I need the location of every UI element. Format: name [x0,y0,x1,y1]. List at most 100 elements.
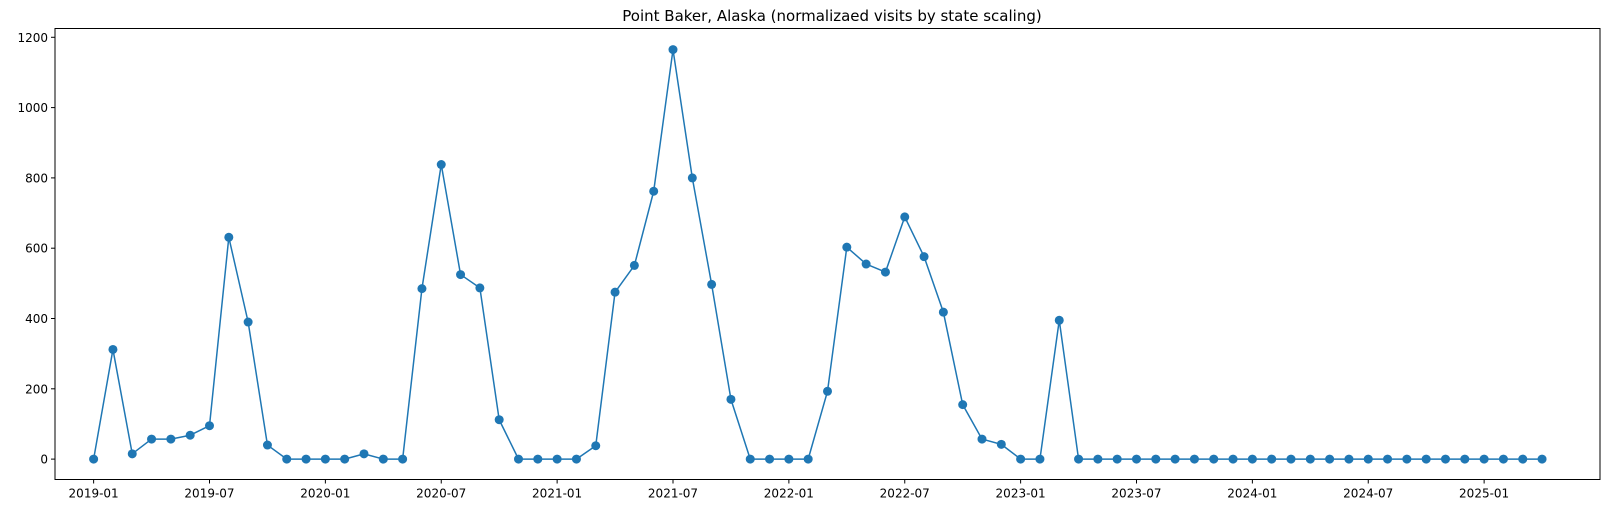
data-point [958,400,968,410]
x-tick-label: 2024-01 [1227,487,1277,501]
data-point [1247,454,1257,464]
data-point [514,454,523,464]
data-point [571,454,581,464]
data-point [687,173,697,183]
data-point [861,259,871,269]
x-tick-label: 2022-07 [880,487,930,501]
data-point [359,449,369,459]
data-point [977,434,987,444]
data-point [842,242,852,252]
data-point [282,454,292,464]
data-series [89,45,1547,464]
data-point [1209,454,1219,464]
data-point [880,267,890,277]
data-point [1402,454,1412,464]
y-axis: 0 200 400 600 800 1000 1200 [17,31,55,467]
data-point [1363,454,1373,464]
y-tick-label: 0 [40,453,48,467]
data-point [1112,454,1122,464]
data-point [1035,454,1045,464]
data-point [301,454,311,464]
data-point [591,441,601,451]
data-point [1498,454,1508,464]
data-point [1537,454,1547,464]
data-point [166,434,176,444]
data-point [378,454,388,464]
data-point [1093,454,1103,464]
data-point [475,283,485,293]
x-tick-label: 2023-01 [996,487,1046,501]
data-point [262,440,272,450]
data-point [823,386,832,396]
data-point [1189,454,1199,464]
x-axis: 2019-01 2019-07 2020-01 2020-07 2021-01 2021-… [69,479,1509,501]
data-point [417,284,427,294]
x-tick-label: 2023-07 [1111,487,1161,501]
x-tick-label: 2020-01 [300,487,350,501]
data-point [745,454,755,464]
data-point [1421,454,1431,464]
data-point [1074,454,1084,464]
data-point [1151,454,1161,464]
y-tick-label: 1200 [17,31,48,45]
data-point [629,260,639,270]
chart-title: Point Baker, Alaska (normalizaed visits … [622,7,1041,25]
data-point [398,454,408,464]
x-tick-label: 2021-01 [532,487,582,501]
data-point [1344,454,1354,464]
data-point [147,434,157,444]
data-point [1132,454,1141,464]
data-point [784,454,794,464]
x-tick-label: 2021-07 [648,487,698,501]
x-tick-label: 2025-01 [1459,487,1509,501]
x-tick-label: 2019-01 [69,487,119,501]
data-point [610,287,620,297]
data-point [243,317,253,327]
data-point [996,439,1006,449]
data-point [1305,454,1315,464]
plot-frame [54,28,1601,480]
y-tick-label: 600 [25,242,48,256]
data-point [1479,454,1489,464]
data-point [707,279,717,289]
y-tick-label: 400 [25,312,48,326]
data-point [224,232,234,242]
data-point [340,454,350,464]
data-point [900,212,910,222]
data-point [205,421,214,431]
data-point [1267,454,1277,464]
data-point [533,454,543,464]
y-tick-label: 200 [25,382,48,396]
data-point [1460,454,1470,464]
data-point [803,454,813,464]
data-point [494,415,504,425]
data-point [668,45,678,55]
series-line [92,48,1543,460]
data-point [1054,315,1064,325]
data-point [726,394,736,404]
data-point [649,186,659,196]
data-point [765,454,775,464]
data-point [1016,454,1026,464]
data-point [436,160,446,170]
data-point [456,270,466,280]
y-tick-label: 1000 [17,101,48,115]
data-point [1441,454,1450,464]
data-point [1228,454,1238,464]
data-point [1383,454,1393,464]
x-tick-label: 2024-07 [1343,487,1393,501]
data-point [552,454,562,464]
data-point [108,344,118,354]
x-tick-label: 2019-07 [184,487,234,501]
data-point [1286,454,1296,464]
data-point [919,252,929,262]
data-point [89,454,99,464]
x-tick-label: 2022-01 [764,487,814,501]
data-point [938,307,948,317]
data-point [1170,454,1180,464]
y-tick-label: 800 [25,171,48,185]
data-point [127,449,137,459]
data-point [185,430,195,440]
data-point [1325,454,1335,464]
